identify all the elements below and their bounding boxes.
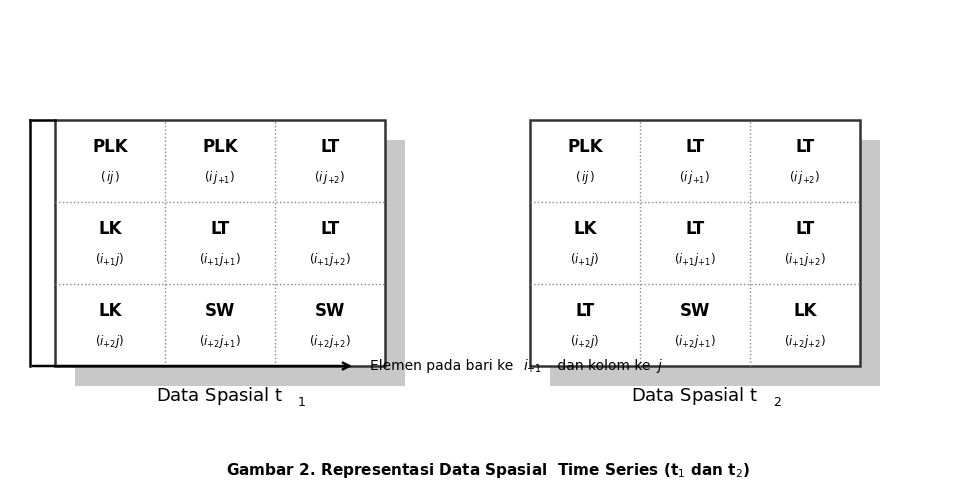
Bar [550, 140, 880, 386]
Text: LT: LT [795, 138, 815, 156]
Text: $(\,ij\,)$: $(\,ij\,)$ [100, 169, 120, 186]
Text: $(i\,j_{+1})$: $(i\,j_{+1})$ [204, 169, 235, 186]
Text: $(i_{+1}j)$: $(i_{+1}j)$ [571, 251, 600, 268]
Text: LK: LK [793, 302, 817, 320]
Text: LK: LK [99, 302, 122, 320]
Text: LT: LT [795, 220, 815, 238]
Text: LK: LK [573, 220, 597, 238]
Text: PLK: PLK [202, 138, 237, 156]
Text: $(i_{+2}j)$: $(i_{+2}j)$ [96, 333, 125, 350]
Text: $(i_{+1}j_{+2})$: $(i_{+1}j_{+2})$ [309, 251, 351, 268]
Text: PLK: PLK [568, 138, 603, 156]
Bar [55, 120, 385, 366]
Bar [530, 120, 860, 366]
Text: $i_{+1}$: $i_{+1}$ [523, 357, 542, 375]
Text: LT: LT [320, 220, 340, 238]
Text: $(\,ij\,)$: $(\,ij\,)$ [574, 169, 595, 186]
Text: LT: LT [686, 220, 704, 238]
Text: Data Spasial $\mathregular{t}$: Data Spasial $\mathregular{t}$ [156, 385, 283, 407]
Text: LT: LT [575, 302, 595, 320]
Text: PLK: PLK [92, 138, 128, 156]
Text: 2: 2 [773, 395, 781, 409]
Text: SW: SW [680, 302, 710, 320]
Text: $(i_{+1}j)$: $(i_{+1}j)$ [96, 251, 125, 268]
Text: LT: LT [210, 220, 230, 238]
Text: Gambar 2. Representasi Data Spasial  Time Series (t$_1$ dan t$_2$): Gambar 2. Representasi Data Spasial Time… [226, 461, 750, 480]
Text: LT: LT [686, 138, 704, 156]
Text: $(i_{+2}j)$: $(i_{+2}j)$ [571, 333, 600, 350]
Text: $(i_{+1}j_{+2})$: $(i_{+1}j_{+2})$ [785, 251, 826, 268]
Text: Data Spasial $\mathregular{t}$: Data Spasial $\mathregular{t}$ [631, 385, 759, 407]
Text: $(i\,j_{+2})$: $(i\,j_{+2})$ [315, 169, 346, 186]
Bar [75, 140, 405, 386]
Text: $(i_{+1}j_{+1})$: $(i_{+1}j_{+1})$ [199, 251, 241, 268]
Text: $(i\,j_{+2})$: $(i\,j_{+2})$ [789, 169, 821, 186]
Text: LK: LK [99, 220, 122, 238]
Text: 1: 1 [298, 395, 306, 409]
Text: SW: SW [315, 302, 345, 320]
Text: $(i_{+2}j_{+1})$: $(i_{+2}j_{+1})$ [199, 333, 241, 350]
Text: $(i_{+2}j_{+1})$: $(i_{+2}j_{+1})$ [674, 333, 716, 350]
Text: $j$: $j$ [656, 357, 663, 375]
Text: dan kolom ke: dan kolom ke [553, 359, 655, 373]
Text: SW: SW [205, 302, 235, 320]
Text: $(i_{+2}j_{+2})$: $(i_{+2}j_{+2})$ [309, 333, 351, 350]
Text: $(i_{+2}j_{+2})$: $(i_{+2}j_{+2})$ [785, 333, 826, 350]
Text: Elemen pada bari ke: Elemen pada bari ke [370, 359, 518, 373]
Text: $(i\,j_{+1})$: $(i\,j_{+1})$ [679, 169, 710, 186]
Text: $(i_{+1}j_{+1})$: $(i_{+1}j_{+1})$ [674, 251, 716, 268]
Text: LT: LT [320, 138, 340, 156]
